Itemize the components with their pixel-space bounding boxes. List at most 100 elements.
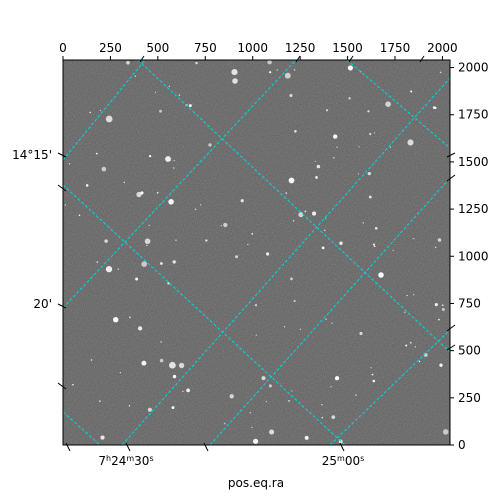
star xyxy=(333,157,335,159)
star xyxy=(194,208,197,211)
grid-line xyxy=(121,77,450,445)
star xyxy=(357,173,360,175)
star xyxy=(413,238,415,240)
star xyxy=(129,316,131,319)
star xyxy=(99,400,101,402)
grid-line xyxy=(329,329,450,445)
star xyxy=(220,225,222,227)
star xyxy=(141,360,147,366)
star xyxy=(371,373,374,376)
star xyxy=(146,244,148,247)
star xyxy=(325,217,327,219)
star xyxy=(205,239,208,242)
star xyxy=(148,224,150,227)
star xyxy=(167,282,170,285)
star xyxy=(141,261,148,267)
star xyxy=(369,132,372,136)
x-pixel-tick-label: 250 xyxy=(99,41,122,55)
star xyxy=(186,388,191,393)
star xyxy=(331,415,336,419)
star xyxy=(442,429,449,435)
star xyxy=(432,106,436,110)
dec-tick xyxy=(57,303,67,309)
star xyxy=(105,265,113,273)
star xyxy=(404,311,406,313)
y-pixel-tick-label: 500 xyxy=(458,344,481,358)
star xyxy=(226,223,228,225)
x-pixel-tick-label: 1000 xyxy=(237,41,268,55)
x-pixel-tick-label: 500 xyxy=(146,41,169,55)
star xyxy=(312,211,317,216)
star xyxy=(144,238,151,245)
x-pixel-tick-label: 2000 xyxy=(427,41,458,55)
star xyxy=(294,130,297,133)
star xyxy=(288,177,295,184)
star xyxy=(406,294,408,297)
star xyxy=(409,341,412,344)
star xyxy=(128,405,131,407)
star xyxy=(439,363,443,367)
right-pixel-axis: 0 250 500 750 1000 1250 1500 1750 2000 xyxy=(450,61,489,452)
y-pixel-tick-label: 1000 xyxy=(458,249,489,263)
star xyxy=(315,176,318,179)
star xyxy=(304,435,309,440)
star xyxy=(112,316,119,323)
star xyxy=(268,384,272,388)
dec-tick-label: 20' xyxy=(33,297,52,311)
star xyxy=(314,160,316,162)
star xyxy=(229,394,234,399)
star xyxy=(292,219,295,222)
x-pixel-tick-label: 1500 xyxy=(332,41,363,55)
star xyxy=(254,303,258,307)
image-plot-area xyxy=(62,59,451,446)
star xyxy=(105,115,113,123)
star xyxy=(321,246,325,250)
grid-line xyxy=(63,60,146,161)
star xyxy=(269,429,275,435)
x-pixel-tick-label: 1750 xyxy=(380,41,411,55)
star xyxy=(330,386,332,388)
star xyxy=(208,143,212,147)
star xyxy=(441,308,445,311)
star xyxy=(173,159,175,162)
star xyxy=(232,78,238,84)
star xyxy=(104,239,108,243)
dec-tick xyxy=(446,152,456,158)
plot-frame xyxy=(62,59,451,446)
grid-line xyxy=(63,411,101,445)
grid-line xyxy=(137,60,450,353)
star xyxy=(358,146,360,148)
star xyxy=(367,110,370,113)
star xyxy=(370,367,372,369)
star xyxy=(100,435,105,440)
star xyxy=(123,181,126,184)
star xyxy=(172,260,176,264)
star xyxy=(413,294,415,296)
ra-tick-label: 7h24m30s xyxy=(98,454,153,468)
world-tick-marks xyxy=(57,55,456,452)
dec-tick-label: 14°15' xyxy=(12,148,52,162)
star xyxy=(64,204,67,206)
star xyxy=(223,222,228,228)
star xyxy=(410,90,413,93)
star xyxy=(333,134,338,139)
star xyxy=(355,394,357,396)
star xyxy=(182,390,184,393)
star xyxy=(368,195,372,199)
star xyxy=(78,214,81,217)
star xyxy=(348,97,351,100)
star xyxy=(284,72,291,79)
star xyxy=(99,109,102,112)
star xyxy=(331,322,333,324)
star xyxy=(367,171,371,176)
star xyxy=(126,60,130,65)
star xyxy=(148,154,152,158)
star xyxy=(251,426,253,429)
star xyxy=(291,390,293,392)
star xyxy=(392,249,394,252)
star xyxy=(96,261,99,263)
star xyxy=(437,238,442,242)
star xyxy=(223,422,226,425)
star xyxy=(335,376,340,381)
y-pixel-tick-label: 0 xyxy=(458,438,466,452)
